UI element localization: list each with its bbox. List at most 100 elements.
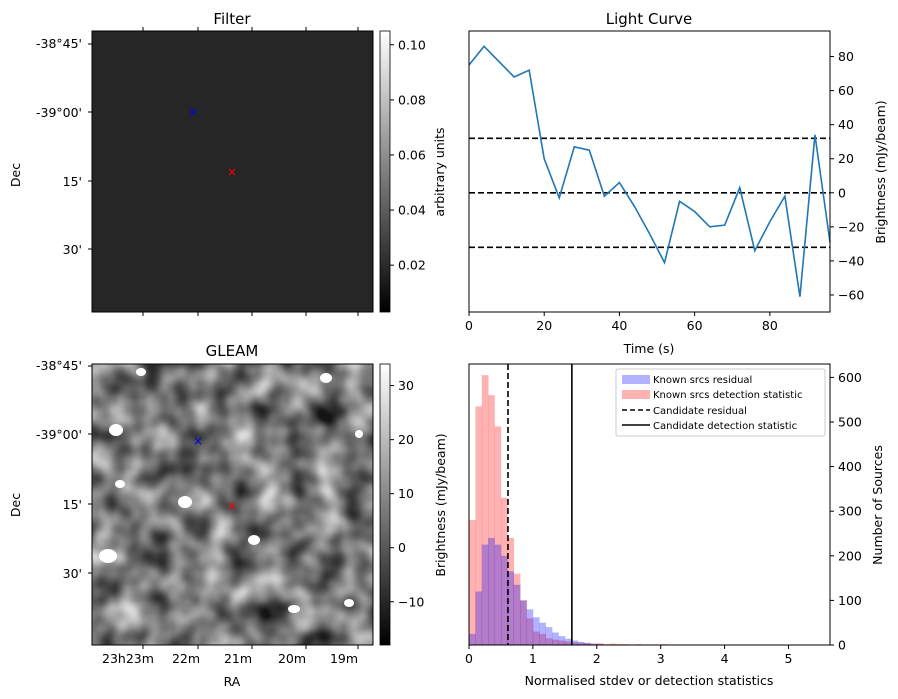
histogram-bar [584, 642, 591, 645]
y-tick-label: 0 [838, 185, 846, 200]
histogram-bar [552, 639, 559, 645]
filter-ytick: -38°45' [36, 36, 82, 51]
x-tick-label: 4 [721, 651, 729, 666]
histogram-frame [468, 363, 831, 646]
y-tick-label: 100 [838, 593, 862, 608]
colorbar-tick-label: 20 [398, 432, 414, 447]
histogram-bar [513, 573, 521, 645]
gleam-xtick: 19m [330, 651, 358, 666]
y-tick-label: 600 [838, 370, 862, 385]
filter-ytick: -39°00' [36, 105, 82, 120]
colorbar-tick-label: 30 [398, 378, 414, 393]
histogram-bar [590, 643, 598, 645]
histogram-bar [539, 633, 546, 645]
legend-swatch-residual [622, 375, 650, 384]
y-tick-label: −20 [838, 219, 864, 234]
light-curve-title: Light Curve [606, 10, 692, 28]
histogram-bar [475, 406, 483, 645]
histogram-bar [507, 571, 515, 645]
histogram-bar [564, 641, 572, 645]
x-tick-label: 3 [657, 651, 665, 666]
light-curve-plot: 0 20 40 60 80 −60 −40 −20 0 20 40 60 80 [465, 45, 864, 333]
gleam-image-texture [92, 364, 373, 645]
gleam-tick-marks [88, 365, 359, 649]
light-curve-panel: Light Curve 0 20 40 60 80−60−40−20020406080 … [465, 10, 888, 356]
histogram-bar [494, 426, 502, 645]
histogram-ylabel-left: Brightness (mJy/beam) [433, 433, 448, 576]
light-curve-frame [468, 30, 831, 313]
filter-ytick: 15' [63, 174, 82, 189]
legend-box [615, 368, 826, 437]
legend-label-candidate-detection: Candidate detection statistic [653, 421, 797, 432]
light-curve-xlabel: Time (s) [623, 341, 675, 356]
x-tick-label: 80 [762, 318, 778, 333]
histogram-bar [545, 627, 553, 645]
y-tick-label: 300 [838, 504, 862, 519]
gleam-xtick: 22m [172, 651, 200, 666]
colorbar-tick-label: 0 [398, 540, 406, 555]
gleam-marker-red: × [227, 499, 237, 513]
histogram-bar [526, 609, 534, 645]
gleam-title: GLEAM [206, 342, 259, 360]
x-tick-label: 1 [529, 651, 537, 666]
colorbar-tick-label: −10 [398, 594, 424, 609]
gleam-y-ticks: -38°45' -39°00' 15' 30' [36, 358, 82, 581]
histogram-xlabel: Normalised stdev or detection statistics [525, 673, 774, 688]
legend-swatch-detection [622, 390, 650, 399]
histogram-bar [475, 591, 483, 645]
filter-ylabel: Dec [8, 163, 23, 187]
legend-label-residual: Known srcs residual [653, 375, 752, 386]
x-tick-label: 60 [687, 318, 703, 333]
gleam-ytick: 30' [63, 566, 82, 581]
y-tick-label: 40 [838, 117, 854, 132]
x-tick-label: 20 [536, 318, 552, 333]
histogram-bar [577, 642, 585, 645]
histogram-bar [552, 632, 559, 645]
gleam-xtick: 23h23m [102, 651, 154, 666]
x-tick-label: 2 [593, 651, 601, 666]
histogram-bar [564, 638, 572, 645]
histogram-bar [532, 617, 540, 645]
y-tick-label: −40 [838, 253, 864, 268]
gleam-xtick: 21m [224, 651, 252, 666]
histogram-bar [584, 643, 591, 645]
histogram-bar [500, 497, 508, 645]
histogram-bar [558, 640, 566, 645]
filter-panel: Filter × × -38°45' -39°00' 15' 30' Dec 0… [8, 10, 447, 316]
gleam-bright-sources [99, 368, 363, 613]
colorbar-tick-label: 0.10 [398, 37, 426, 52]
histogram-plot: 0 1 2 3 4 5 0 100 200 300 400 500 600 [465, 364, 862, 666]
x-tick-label: 0 [465, 318, 473, 333]
filter-title: Filter [213, 10, 251, 28]
colorbar-tick-label: 0.06 [398, 147, 426, 162]
histogram-bar [488, 395, 495, 645]
gleam-xtick: 20m [278, 651, 306, 666]
histogram-bar [481, 375, 489, 645]
filter-marker-blue: × [188, 105, 198, 119]
histogram-bar [577, 641, 585, 645]
y-tick-label: 500 [838, 414, 862, 429]
histogram-bar [507, 537, 515, 645]
histogram-bar [609, 643, 617, 645]
filter-image-texture [92, 31, 373, 312]
filter-colorbar-ticks: 0.02 0.04 0.06 0.08 0.10 [390, 37, 426, 273]
histogram-bar [532, 631, 540, 645]
filter-y-ticks: -38°45' -39°00' 15' 30' [36, 36, 82, 257]
y-tick-label: 80 [838, 49, 854, 64]
colorbar-tick-label: 0.02 [398, 258, 426, 273]
histogram-bar [481, 544, 489, 645]
histogram-bar [545, 638, 553, 645]
histogram-bar [500, 555, 508, 645]
histogram-bar [513, 584, 521, 645]
histogram-bar [526, 618, 534, 645]
histogram-bar [571, 642, 578, 645]
x-tick-label: 40 [611, 318, 627, 333]
histogram-bar [520, 600, 527, 645]
gleam-marker-blue: × [193, 434, 203, 448]
histogram-bar [469, 520, 476, 645]
histogram-bar [469, 633, 476, 645]
gleam-ytick: -38°45' [36, 358, 82, 373]
gleam-x-ticks: 23h23m 22m 21m 20m 19m [102, 651, 358, 666]
x-tick-label: 0 [465, 651, 473, 666]
light-curve-ylabel: Brightness (mJy/beam) [873, 100, 888, 243]
